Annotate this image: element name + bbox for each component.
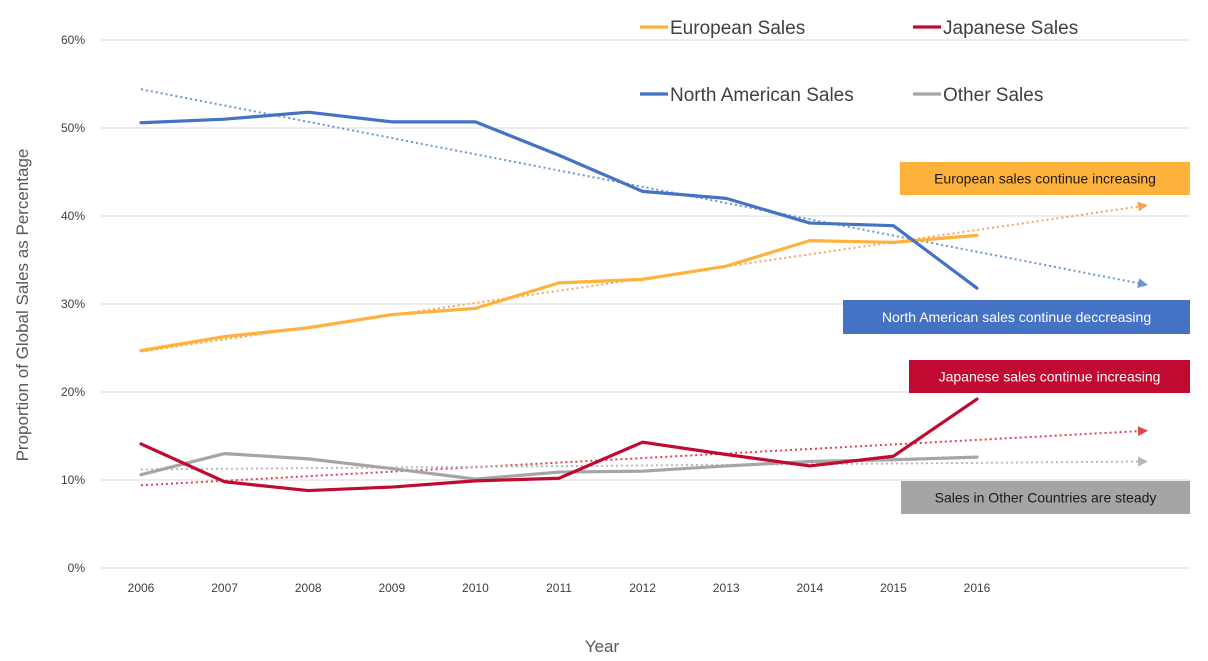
legend-item-north-american-sales: North American Sales — [640, 85, 854, 106]
series-line-japanese-sales — [139, 397, 979, 493]
y-tick-label: 10% — [61, 473, 85, 487]
series-line-north-american-sales — [139, 110, 979, 290]
x-tick-label: 2014 — [796, 581, 823, 595]
y-tick-label: 20% — [61, 385, 85, 399]
x-tick-label: 2008 — [295, 581, 322, 595]
annotation-box — [843, 300, 1190, 334]
y-axis-ticks: 0% 10% 20% 30% 40% 50% 60% — [61, 33, 85, 575]
trendline-european-sales — [140, 201, 1148, 353]
annotations: European sales continue increasing North … — [843, 162, 1190, 514]
x-tick-label: 2015 — [880, 581, 907, 595]
annotation-text: Sales in Other Countries are steady — [935, 490, 1157, 506]
series-lines — [139, 110, 979, 493]
annotation-text: European sales continue increasing — [934, 171, 1156, 187]
legend-item-other-sales: Other Sales — [913, 85, 1043, 106]
y-axis-title: Proportion of Global Sales as Percentage — [13, 149, 32, 462]
x-tick-label: 2007 — [211, 581, 238, 595]
y-tick-label: 0% — [68, 561, 86, 575]
annotation-text: Japanese sales continue increasing — [939, 369, 1161, 385]
trendline-other-sales — [140, 456, 1148, 471]
x-axis-ticks: 2006 2007 2008 2009 2010 2011 2012 2013 2014 2015… — [128, 581, 991, 595]
annotation-box — [909, 360, 1190, 393]
annotation-4: Sales in Other Countries are steady — [901, 481, 1190, 514]
x-tick-label: 2016 — [964, 581, 991, 595]
y-tick-label: 60% — [61, 33, 85, 47]
x-tick-label: 2006 — [128, 581, 155, 595]
x-tick-label: 2011 — [546, 581, 572, 595]
annotation-2: North American sales continue deccreasin… — [843, 300, 1190, 334]
series-line-other-sales — [139, 452, 979, 481]
annotation-3: Japanese sales continue increasing — [909, 360, 1190, 393]
trendline-north-american-sales — [140, 88, 1148, 289]
legend-label: North American Sales — [670, 85, 854, 106]
trendlines — [140, 88, 1148, 487]
y-tick-label: 50% — [61, 121, 85, 135]
x-axis-title: Year — [585, 637, 620, 656]
legend-label: European Sales — [670, 18, 805, 39]
annotation-text: North American sales continue deccreasin… — [882, 309, 1151, 325]
legend-label: Other Sales — [943, 85, 1043, 106]
x-tick-label: 2013 — [713, 581, 740, 595]
annotation-box — [900, 162, 1190, 195]
series-line-european-sales — [139, 233, 979, 353]
annotation-1: European sales continue increasing — [900, 162, 1190, 195]
gridlines — [100, 39, 1190, 569]
annotation-box — [901, 481, 1190, 514]
legend-item-japanese-sales: Japanese Sales — [913, 18, 1078, 39]
x-tick-label: 2012 — [629, 581, 656, 595]
y-tick-label: 30% — [61, 297, 85, 311]
legend-item-european-sales: European Sales — [640, 18, 805, 39]
x-tick-label: 2010 — [462, 581, 489, 595]
legend: European Sales Japanese Sales North Americ… — [640, 18, 1078, 106]
legend-label: Japanese Sales — [943, 18, 1078, 39]
y-tick-label: 40% — [61, 209, 85, 223]
x-tick-label: 2009 — [378, 581, 405, 595]
